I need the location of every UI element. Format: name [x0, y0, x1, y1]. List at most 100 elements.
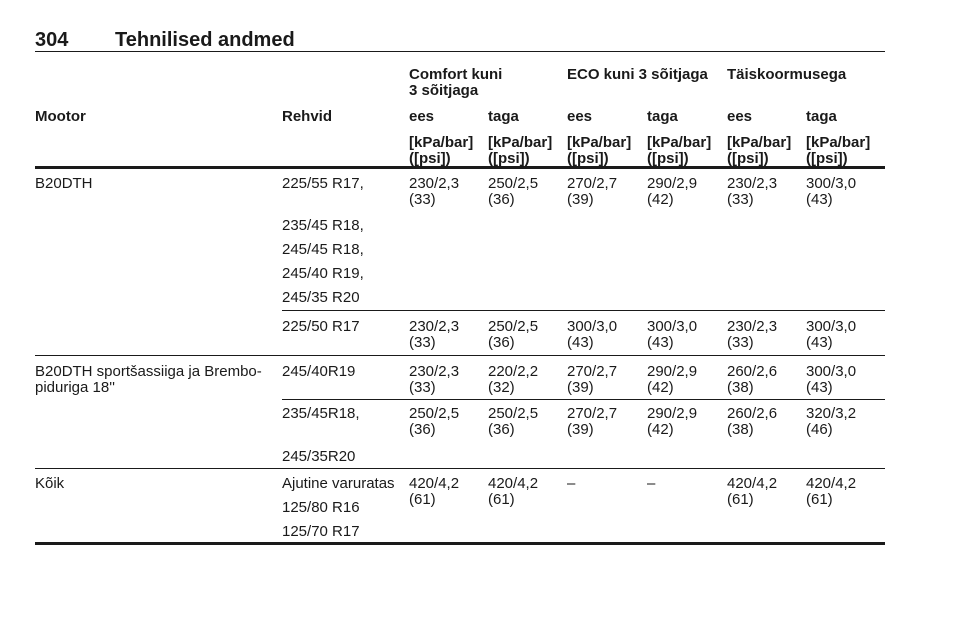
- pressure-value: (39): [567, 421, 594, 438]
- pressure-value: (33): [409, 379, 436, 396]
- tire: 245/35 R20: [282, 289, 360, 306]
- pressure-value: (38): [727, 421, 754, 438]
- pressure-value: 230/2,3: [409, 363, 460, 380]
- header-rule: [35, 51, 885, 52]
- pressure-value: (42): [647, 379, 674, 396]
- pressure-value: 420/4,2: [806, 475, 857, 492]
- pressure-value: (43): [567, 334, 594, 351]
- tire: 245/40R19: [282, 363, 356, 380]
- pressure-value: 250/2,5: [488, 405, 539, 422]
- pressure-value: 290/2,9: [647, 175, 698, 192]
- group-header: 3 sõitjaga: [409, 82, 479, 99]
- pressure-value: (61): [409, 491, 436, 508]
- pressure-value: 230/2,3: [409, 175, 460, 192]
- pressure-value: 230/2,3: [727, 175, 778, 192]
- pressure-value: (36): [488, 191, 515, 208]
- unit-header: [kPa/bar]: [488, 134, 553, 151]
- pressure-value: (43): [806, 191, 833, 208]
- pressure-value: 250/2,5: [488, 175, 539, 192]
- row-rule: [282, 399, 885, 400]
- pressure-value: 270/2,7: [567, 363, 618, 380]
- row-rule: [282, 310, 885, 311]
- pressure-value: 300/3,0: [647, 318, 698, 335]
- tire: 125/70 R17: [282, 523, 360, 540]
- row-rule: [35, 166, 885, 169]
- row-rule: [35, 468, 885, 469]
- pressure-value: (61): [806, 491, 833, 508]
- pressure-value: 250/2,5: [409, 405, 460, 422]
- pressure-value: 270/2,7: [567, 175, 618, 192]
- pressure-value: 300/3,0: [806, 363, 857, 380]
- unit-header: [kPa/bar]: [647, 134, 712, 151]
- engine: Kõik: [35, 475, 65, 492]
- tire: 245/45 R18,: [282, 241, 364, 258]
- pressure-value: 300/3,0: [806, 175, 857, 192]
- pressure-value: (39): [567, 379, 594, 396]
- unit-header: ([psi]): [567, 150, 609, 167]
- tire: 125/80 R16: [282, 499, 360, 516]
- column-header: taga: [647, 108, 678, 125]
- pressure-value: –: [647, 475, 656, 492]
- pressure-value: (33): [409, 191, 436, 208]
- unit-header: [kPa/bar]: [409, 134, 474, 151]
- page-title: Tehnilised andmed: [115, 29, 295, 51]
- pressure-value: 230/2,3: [727, 318, 778, 335]
- pressure-value: (39): [567, 191, 594, 208]
- pressure-value: –: [567, 475, 576, 492]
- pressure-value: 260/2,6: [727, 363, 778, 380]
- pressure-value: 260/2,6: [727, 405, 778, 422]
- pressure-value: (43): [647, 334, 674, 351]
- column-header: taga: [806, 108, 837, 125]
- engine: B20DTH: [35, 175, 93, 192]
- pressure-value: (36): [488, 421, 515, 438]
- column-header: taga: [488, 108, 519, 125]
- unit-header: [kPa/bar]: [806, 134, 871, 151]
- page-number: 304: [35, 29, 69, 51]
- row-rule: [35, 355, 885, 356]
- column-header: Rehvid: [282, 108, 333, 125]
- pressure-value: 220/2,2: [488, 363, 539, 380]
- group-header: Comfort kuni: [409, 66, 503, 83]
- pressure-value: 420/4,2: [727, 475, 778, 492]
- tire: 235/45R18,: [282, 405, 360, 422]
- unit-header: ([psi]): [806, 150, 848, 167]
- unit-header: ([psi]): [647, 150, 689, 167]
- engine: B20DTH sportšassiiga ja Brembo-: [35, 363, 262, 380]
- tire: Ajutine varuratas: [282, 475, 395, 492]
- pressure-value: (38): [727, 379, 754, 396]
- pressure-value: 420/4,2: [488, 475, 539, 492]
- row-rule: [35, 542, 885, 545]
- pressure-value: (33): [727, 191, 754, 208]
- unit-header: [kPa/bar]: [727, 134, 792, 151]
- pressure-value: 420/4,2: [409, 475, 460, 492]
- tire: 225/50 R17: [282, 318, 360, 335]
- pressure-value: (61): [727, 491, 754, 508]
- tire: 235/45 R18,: [282, 217, 364, 234]
- pressure-value: (36): [409, 421, 436, 438]
- pressure-value: (61): [488, 491, 515, 508]
- pressure-value: 290/2,9: [647, 405, 698, 422]
- column-header: Mootor: [35, 108, 86, 125]
- unit-header: [kPa/bar]: [567, 134, 632, 151]
- unit-header: ([psi]): [727, 150, 769, 167]
- pressure-value: 250/2,5: [488, 318, 539, 335]
- tire: 225/55 R17,: [282, 175, 364, 192]
- pressure-value: (33): [409, 334, 436, 351]
- pressure-value: (36): [488, 334, 515, 351]
- column-header: ees: [409, 108, 435, 125]
- unit-header: ([psi]): [409, 150, 451, 167]
- pressure-value: (33): [727, 334, 754, 351]
- group-header: ECO kuni 3 sõitjaga: [567, 66, 708, 83]
- pressure-value: 300/3,0: [567, 318, 618, 335]
- unit-header: ([psi]): [488, 150, 530, 167]
- engine: piduriga 18'': [35, 379, 115, 396]
- pressure-value: 290/2,9: [647, 363, 698, 380]
- pressure-value: (46): [806, 421, 833, 438]
- tire: 245/40 R19,: [282, 265, 364, 282]
- pressure-value: (43): [806, 379, 833, 396]
- pressure-value: (32): [488, 379, 515, 396]
- pressure-value: 320/3,2: [806, 405, 857, 422]
- pressure-value: 270/2,7: [567, 405, 618, 422]
- pressure-value: (42): [647, 191, 674, 208]
